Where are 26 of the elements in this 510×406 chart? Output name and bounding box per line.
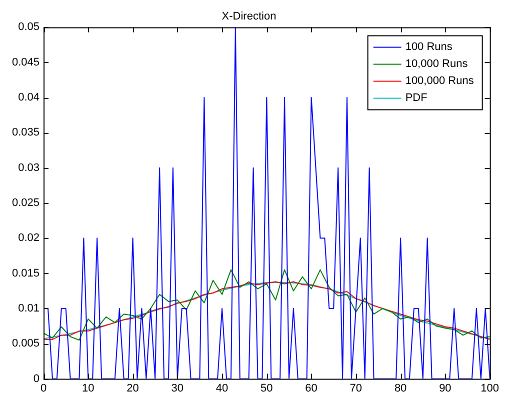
x-tick-label: 50 — [260, 382, 273, 394]
x-tick-label: 80 — [394, 382, 407, 394]
x-tick-label: 100 — [480, 382, 500, 394]
x-tick-label: 40 — [216, 382, 228, 394]
legend-label: PDF — [405, 92, 428, 104]
legend-label: 100 Runs — [405, 41, 453, 54]
x-tick-label: 10 — [82, 382, 94, 394]
y-tick-label: 0 — [33, 372, 40, 385]
y-tick-label: 0.005 — [12, 338, 40, 350]
x-tick-label: 90 — [439, 382, 452, 394]
x-tick-label: 30 — [171, 382, 184, 394]
y-tick-label: 0.03 — [18, 162, 40, 174]
y-tick-label: 0.04 — [18, 92, 40, 104]
x-tick-label: 20 — [126, 382, 139, 394]
y-tick-label: 0.05 — [18, 21, 40, 34]
y-tick-label: 0.015 — [12, 267, 40, 280]
x-tick-label: 70 — [350, 382, 362, 394]
y-tick-label: 0.01 — [18, 302, 40, 315]
y-tick-label: 0.045 — [12, 56, 40, 68]
chart-title: X-Direction — [222, 10, 276, 23]
legend-label: 10,000 Runs — [405, 58, 468, 70]
y-tick-label: 0.035 — [12, 126, 40, 139]
y-tick-label: 0.025 — [12, 197, 40, 210]
y-tick-label: 0.02 — [18, 232, 40, 244]
x-tick-label: 60 — [305, 382, 318, 394]
legend-label: 100,000 Runs — [405, 75, 474, 88]
